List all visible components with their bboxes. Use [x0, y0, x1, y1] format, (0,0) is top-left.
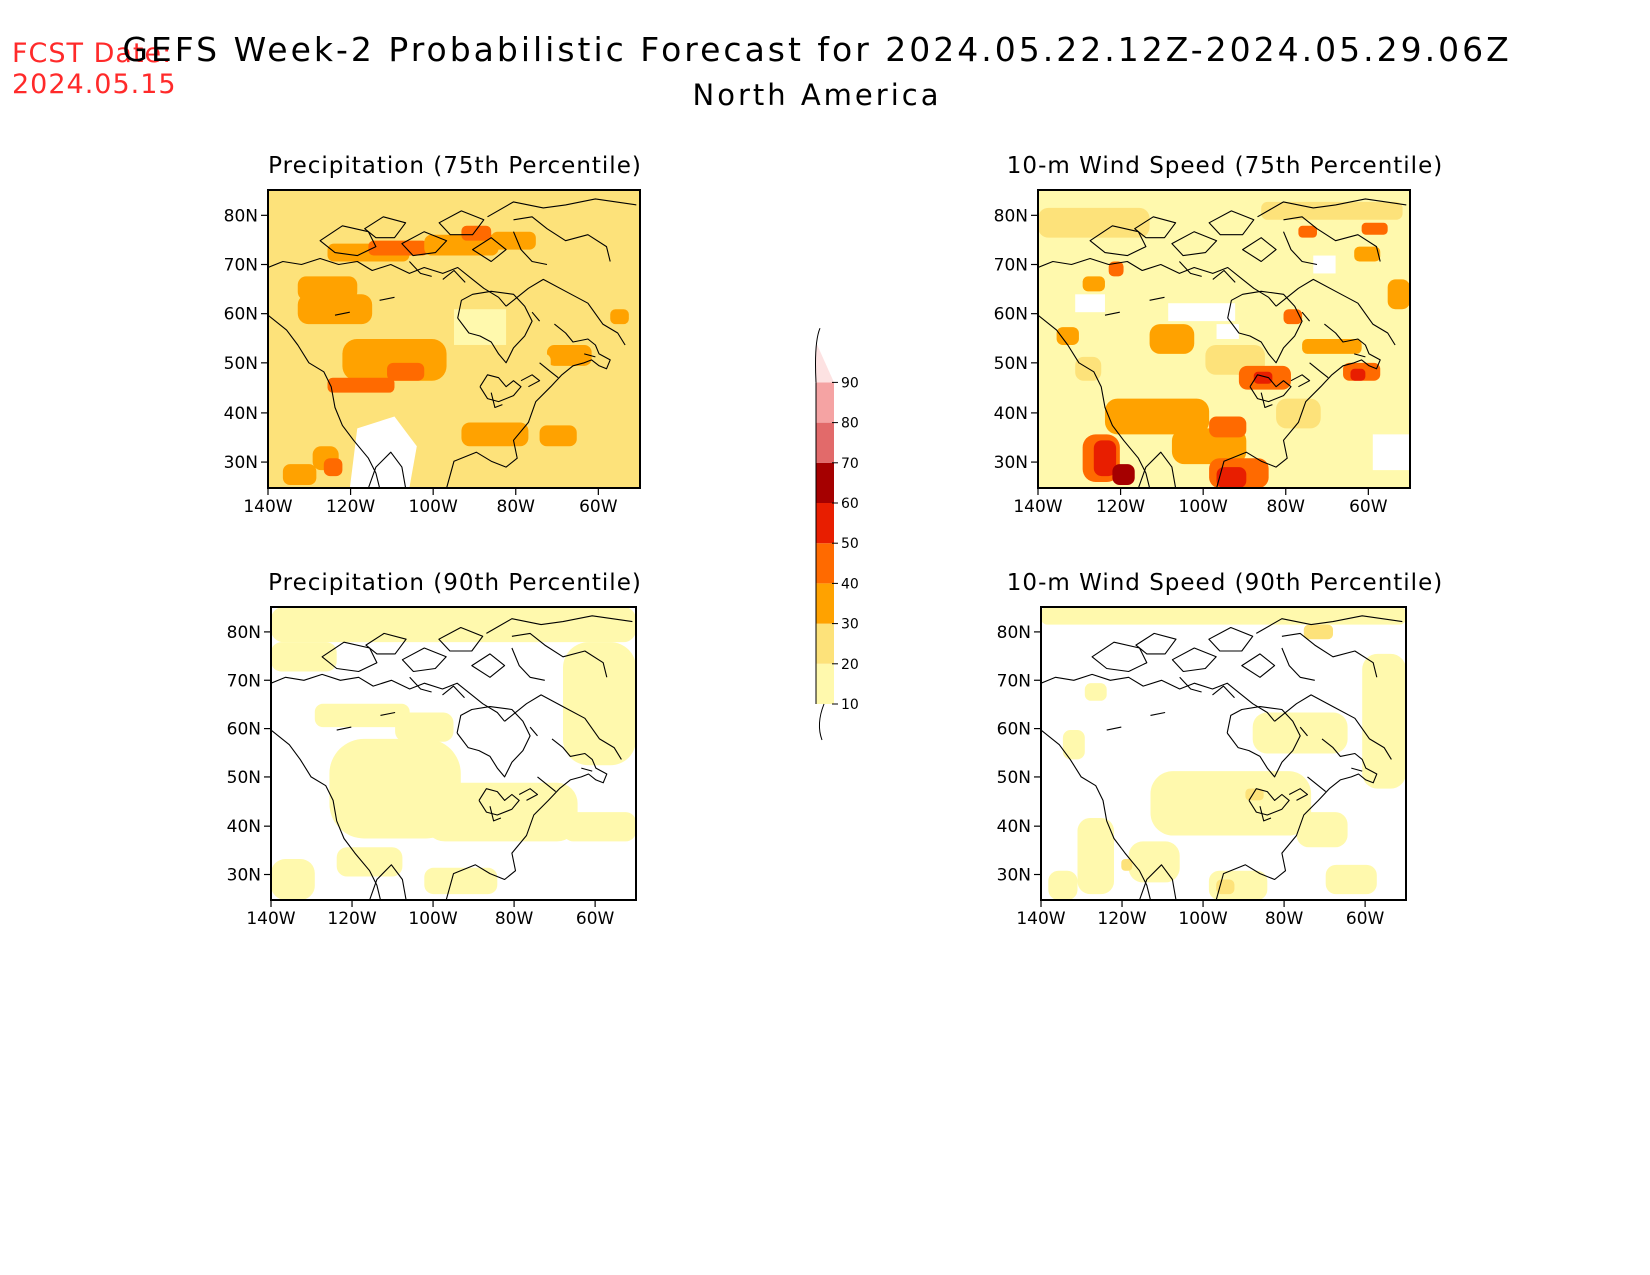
- lat-tick-label: 80N: [224, 206, 258, 226]
- lat-tick-label: 80N: [227, 623, 261, 643]
- lon-tick-label: 140W: [1013, 497, 1062, 517]
- colorbar-swatch: [816, 462, 834, 503]
- lon-tick-label: 60W: [579, 497, 618, 517]
- map-panel-wind90: 10-m Wind Speed (90th Percentile) 80N 70N 6…: [997, 570, 1443, 929]
- lon-tick-label: 100W: [1178, 909, 1227, 929]
- shaded-field: [268, 190, 640, 488]
- lat-tick-label: 60N: [997, 720, 1031, 740]
- coastlines: [268, 198, 637, 488]
- panel-title: 10-m Wind Speed (75th Percentile): [1007, 153, 1443, 179]
- figure-title: GEFS Week-2 Probabilistic Forecast for 2…: [122, 30, 1511, 69]
- map-panel-precip75: Precipitation (75th Percentile) 80N 70N 60N…: [224, 153, 642, 517]
- lon-tick-label: 140W: [1016, 909, 1065, 929]
- lon-tick-label: 60W: [1349, 497, 1388, 517]
- colorbar-label: 40: [841, 576, 859, 592]
- map-panels: Precipitation (75th Percentile) 80N 70N 60N…: [224, 153, 1443, 929]
- coastlines: [271, 615, 633, 900]
- coastlines: [1041, 615, 1403, 900]
- map-frame: [267, 189, 641, 489]
- lat-tick-label: 80N: [997, 623, 1031, 643]
- colorbar-label: 80: [841, 416, 859, 432]
- lat-tick-label: 30N: [227, 866, 261, 886]
- lat-tick-label: 30N: [224, 453, 258, 473]
- lat-tick-label: 40N: [994, 404, 1028, 424]
- lat-tick-label: 60N: [224, 305, 258, 325]
- lat-tick-label: 50N: [224, 354, 258, 374]
- lat-tick-label: 50N: [227, 768, 261, 788]
- map-frame: [1037, 189, 1411, 489]
- colorbar-swatch: [816, 422, 834, 463]
- shaded-field: [1041, 607, 1406, 900]
- panel-title: Precipitation (90th Percentile): [268, 570, 642, 596]
- colorbar: 10 20 30 40 50 60 70 80 90: [815, 328, 859, 741]
- lat-tick-label: 70N: [224, 256, 258, 276]
- lon-tick-label: 60W: [1346, 909, 1385, 929]
- lat-tick-label: 50N: [997, 768, 1031, 788]
- lat-tick-label: 40N: [227, 817, 261, 837]
- lat-tick-label: 70N: [994, 256, 1028, 276]
- colorbar-swatch: [816, 583, 834, 624]
- colorbar-label: 70: [841, 456, 859, 472]
- colorbar-swatch: [816, 623, 834, 664]
- coastlines: [1038, 198, 1407, 488]
- lon-tick-label: 100W: [1179, 497, 1228, 517]
- colorbar-label: 10: [841, 697, 859, 713]
- lon-tick-label: 140W: [243, 497, 292, 517]
- colorbar-swatch: [816, 503, 834, 544]
- lat-tick-label: 70N: [997, 671, 1031, 691]
- lat-tick-label: 30N: [994, 453, 1028, 473]
- lon-tick-label: 120W: [1096, 497, 1145, 517]
- lon-tick-label: 80W: [497, 497, 536, 517]
- lon-tick-label: 120W: [326, 497, 375, 517]
- colorbar-label: 60: [841, 496, 859, 512]
- lon-tick-label: 80W: [1265, 909, 1304, 929]
- colorbar-label: 90: [841, 375, 859, 391]
- lat-tick-label: 60N: [994, 305, 1028, 325]
- colorbar-swatch: [816, 543, 834, 584]
- panel-title: 10-m Wind Speed (90th Percentile): [1007, 570, 1443, 596]
- map-panel-precip90: Precipitation (90th Percentile) 80N 70N 60N…: [227, 570, 642, 929]
- lon-tick-label: 100W: [409, 497, 458, 517]
- figure-subtitle: North America: [693, 78, 942, 112]
- colorbar-swatch: [816, 663, 834, 704]
- map-frame: [1040, 606, 1407, 901]
- map-panel-wind75: 10-m Wind Speed (75th Percentile) 80N 70N 6…: [994, 153, 1443, 517]
- lat-tick-label: 70N: [227, 671, 261, 691]
- lon-tick-label: 140W: [246, 909, 295, 929]
- panel-title: Precipitation (75th Percentile): [268, 153, 642, 179]
- lat-tick-label: 50N: [994, 354, 1028, 374]
- lon-tick-label: 60W: [576, 909, 615, 929]
- colorbar-label: 30: [841, 617, 859, 633]
- fcst-date-label: FCST Date:: [12, 38, 172, 69]
- lon-tick-label: 100W: [408, 909, 457, 929]
- colorbar-swatch: [816, 382, 834, 423]
- lon-tick-label: 120W: [1097, 909, 1146, 929]
- shaded-field: [271, 607, 636, 900]
- fcst-date-value: 2024.05.15: [12, 69, 177, 100]
- lon-tick-label: 80W: [1267, 497, 1306, 517]
- lon-tick-label: 80W: [495, 909, 534, 929]
- shaded-field: [1038, 190, 1410, 488]
- lat-tick-label: 60N: [227, 720, 261, 740]
- lat-tick-label: 80N: [994, 206, 1028, 226]
- lat-tick-label: 40N: [224, 404, 258, 424]
- lon-tick-label: 120W: [327, 909, 376, 929]
- lat-tick-label: 30N: [997, 866, 1031, 886]
- colorbar-label: 50: [841, 536, 859, 552]
- colorbar-swatch: [816, 342, 834, 383]
- lat-tick-label: 40N: [997, 817, 1031, 837]
- map-frame: [270, 606, 637, 901]
- colorbar-label: 20: [841, 657, 859, 673]
